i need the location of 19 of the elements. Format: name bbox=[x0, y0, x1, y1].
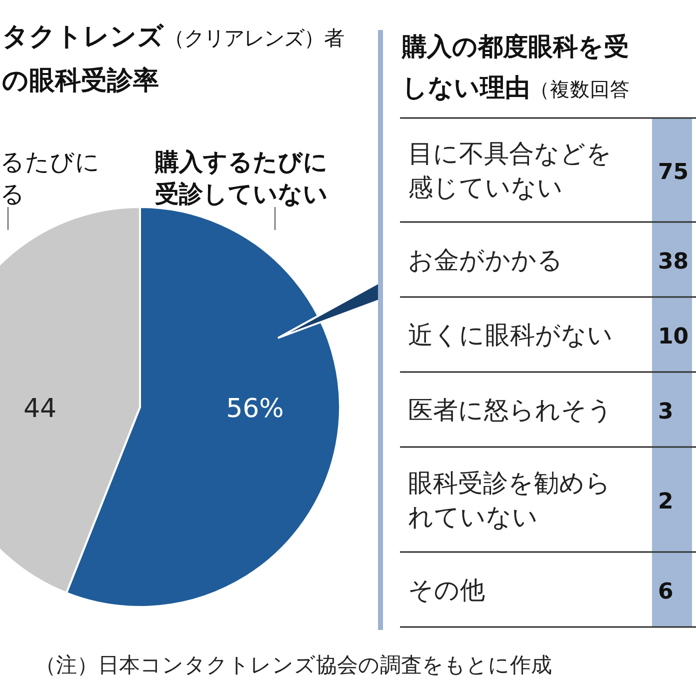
slice-label: るたびにる bbox=[0, 148, 100, 208]
data-label: 56% bbox=[226, 394, 284, 424]
category-label: お金がかかる bbox=[408, 246, 563, 274]
text: 購入の都度眼科を受しない理由（複数回答 bbox=[401, 32, 630, 102]
category-label: その他 bbox=[408, 576, 485, 604]
text: 75 bbox=[658, 160, 689, 185]
text: 6 bbox=[658, 580, 674, 604]
text: （注）日本コンタクトレンズ協会の調査をもとに作成 bbox=[35, 653, 552, 677]
text: 2 bbox=[658, 490, 674, 514]
text: 10 bbox=[658, 324, 689, 350]
category-label: 医者に怒られそう bbox=[408, 396, 613, 424]
category-label: 目に不具合などを感じていない bbox=[408, 139, 612, 202]
category-label: 眼科受診を勧められていない bbox=[408, 468, 611, 532]
chart-title: タクトレンズ（クリアレンズ）者の眼科受診率 bbox=[2, 22, 344, 96]
text: 38 bbox=[658, 250, 689, 274]
text: 3 bbox=[658, 400, 674, 424]
data-label: 44 bbox=[23, 394, 57, 424]
slice-label: 購入するたびに受診していない bbox=[154, 148, 328, 208]
category-label: 近くに眼科がない bbox=[408, 320, 613, 350]
